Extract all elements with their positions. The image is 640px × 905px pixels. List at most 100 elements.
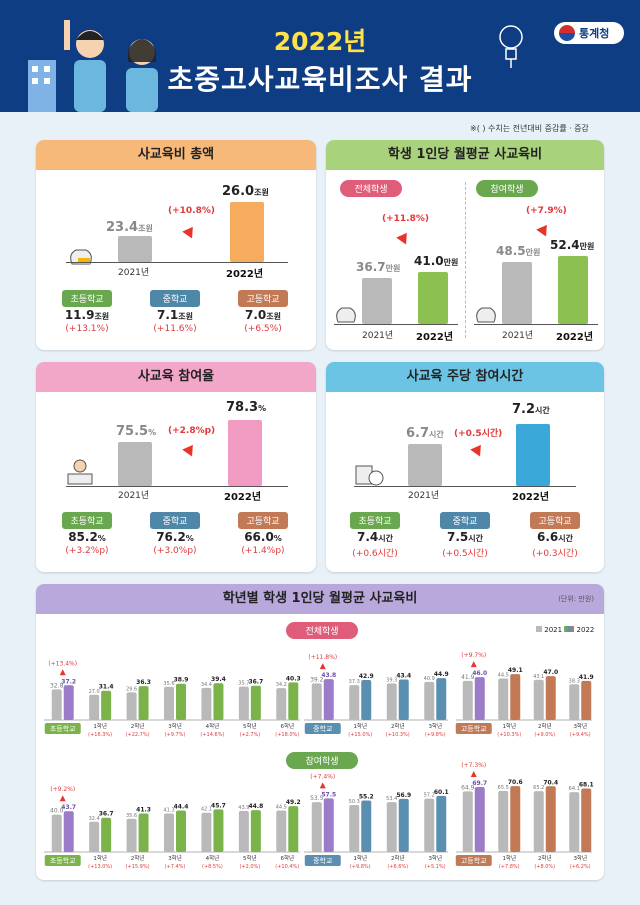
data-label-2022: 44.4 [174, 804, 189, 811]
tick-label: 3학년 [573, 854, 587, 862]
grade-change: (+22.7%) [126, 732, 150, 738]
data-label-2022: 70.4 [543, 779, 558, 786]
grade-change: (+8.0%) [534, 864, 555, 870]
panel-title: 사교육비 총액 [36, 140, 316, 170]
grade-bar-2022 [138, 686, 149, 720]
legend-swatch-2021 [536, 626, 542, 632]
data-label-2021: 38.3 [569, 678, 580, 684]
data-label-2021: 64.1 [569, 786, 580, 792]
grade-bar-2021 [276, 688, 287, 720]
year-2021-label: 2021년 [408, 491, 440, 501]
grade-bar-2022 [361, 679, 372, 720]
panel-by-grade: 학년별 학생 1인당 월평균 사교육비 (단위: 만원) 전체학생 참여학생 2… [36, 584, 604, 880]
grade-bar-2021 [386, 683, 397, 720]
summary-bar-2022 [474, 786, 485, 852]
grade-bar-2022 [250, 685, 261, 720]
tick-label: 3학년 [428, 722, 442, 730]
school-change: (+0.5시간) [442, 549, 488, 559]
grade-bar-2021 [533, 679, 544, 720]
school-name: 초등학교 [50, 856, 76, 865]
value-2022: 41.0 [414, 254, 444, 268]
data-label-2021: 34.2 [276, 682, 287, 688]
tick-label: 1학년 [353, 854, 367, 862]
bar-2022 [228, 420, 262, 486]
data-label-2022: 55.2 [359, 793, 374, 800]
school-unit: % [273, 534, 282, 543]
value-2021: 48.5 [496, 244, 526, 258]
unit-2021: 조원 [138, 224, 153, 233]
bar-2021 [362, 278, 392, 324]
book-clock-icon [355, 465, 384, 486]
data-label-2021: 35.6 [126, 813, 137, 819]
money-bag-icon [70, 249, 92, 265]
data-label-2022: 68.1 [579, 781, 594, 788]
bar-2021 [502, 262, 532, 324]
tick-label: 6학년 [280, 854, 294, 862]
increase-arrow-icon [182, 441, 198, 457]
school-tag-elementary: 초등학교 [62, 512, 112, 529]
value-2022: 78.3 [226, 400, 259, 415]
data-label-2021: 27.0 [89, 689, 100, 695]
tick-label: 1학년 [502, 722, 516, 730]
grade-bar-2022 [101, 817, 112, 852]
summary-bar-2021 [462, 791, 473, 852]
summary-change: (+11.8%) [308, 654, 337, 661]
tick-label: 4학년 [206, 854, 220, 862]
data-label-2022: 44.8 [248, 803, 263, 810]
increase-arrow-icon [536, 221, 552, 237]
grade-change: (+9.8%) [425, 732, 446, 738]
unit: 만원 [443, 258, 459, 267]
summary-bar-2021 [462, 680, 473, 720]
grade-bar-2022 [288, 806, 299, 852]
grade-bar-2021 [386, 802, 397, 852]
unit-2022: 조원 [254, 188, 269, 197]
grade-change: (+9.7%) [165, 732, 186, 738]
legend-swatch-2022 [564, 626, 575, 632]
summary-bar-2021 [51, 689, 62, 720]
grade-chart: 32.837.2 (+13.4%) 초등학교 27.031.4 1학년 (+16.3%) 2… [44, 652, 594, 870]
data-label-2022: 57.5 [321, 791, 336, 798]
tick-label: 1학년 [93, 722, 107, 730]
data-label-2021: 39.2 [310, 676, 324, 683]
data-label-2022: 42.9 [359, 673, 374, 680]
summary-bar-2021 [311, 802, 322, 852]
grade-bar-2022 [581, 680, 592, 720]
tick-label: 1학년 [93, 854, 107, 862]
grade-bar-2022 [398, 679, 409, 720]
data-label-2021: 41.9 [461, 674, 475, 681]
grade-change: (+6.6%) [387, 864, 408, 870]
year-2022-label: 2022년 [556, 332, 594, 343]
data-label-2022: 31.4 [99, 684, 114, 691]
data-label-2021: 32.4 [89, 816, 100, 822]
tick-label: 2학년 [391, 854, 405, 862]
summary-change: (+9.2%) [50, 786, 75, 793]
grade-change: (+6.2%) [570, 864, 591, 870]
year-2021-label: 2021년 [118, 491, 150, 501]
grade-bar-2021 [164, 686, 174, 720]
data-label-2022: 36.3 [136, 679, 151, 686]
value-2021: 36.7 [356, 260, 386, 274]
school-tag-high: 고등학교 [530, 512, 580, 529]
grade-bar-2021 [276, 810, 287, 852]
increase-arrow-icon [396, 229, 412, 245]
value-2021: 75.5 [116, 424, 149, 439]
school-name: 초등학교 [50, 724, 76, 733]
title-year: 2022년 [273, 27, 367, 56]
grade-bar-2021 [569, 684, 580, 720]
data-label-2021: 29.6 [126, 686, 137, 692]
grade-bar-2021 [424, 798, 435, 852]
increase-arrow-icon [59, 669, 66, 676]
unit: % [258, 404, 267, 413]
school-change: (+11.6%) [153, 324, 197, 334]
year-2021-label: 2021년 [118, 268, 150, 278]
panel-title: 학년별 학생 1인당 월평균 사교육비 [36, 584, 604, 614]
data-label-2021: 43.9 [238, 805, 249, 811]
grade-bar-2022 [436, 678, 447, 720]
grade-change: (+9.0%) [534, 732, 555, 738]
divider [465, 182, 466, 338]
tick-label: 4학년 [206, 722, 220, 730]
summary-bar-2021 [51, 814, 62, 852]
baseline [334, 324, 458, 325]
change-participating: (+7.9%) [526, 206, 567, 216]
panel-title: 학생 1인당 월평균 사교육비 [326, 140, 604, 170]
